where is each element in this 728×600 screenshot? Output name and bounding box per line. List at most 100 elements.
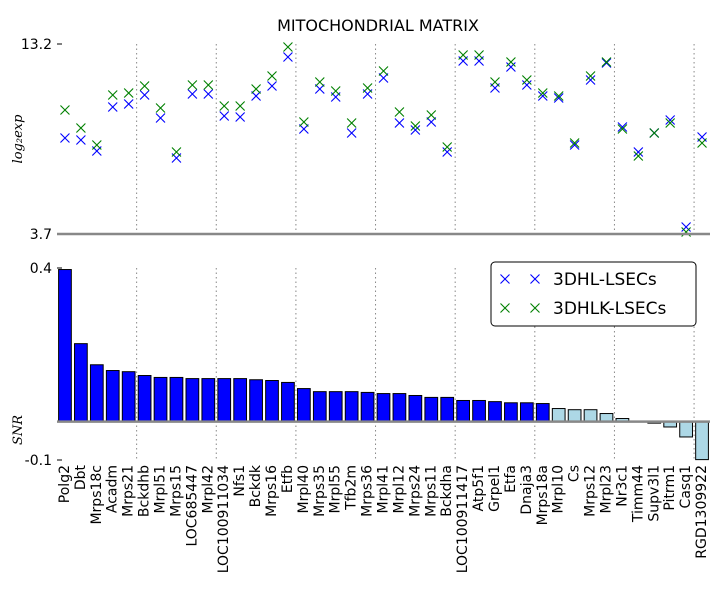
x-tick-label: Cs [567,465,583,482]
marker [490,77,500,87]
marker [60,133,70,143]
bar [376,393,391,423]
x-tick-label: Mrpl42 [200,465,216,513]
marker [601,58,612,68]
marker [139,90,150,100]
marker [298,117,309,127]
marker [123,99,134,109]
marker [569,138,580,148]
marker [601,57,612,67]
marker [410,125,421,135]
marker [219,101,230,111]
bar [121,371,136,423]
marker [314,77,325,87]
x-tick-label: Mrpl51 [153,465,169,513]
marker [203,80,214,90]
legend-marker [530,303,540,313]
bar [424,396,439,423]
x-tick-label: Mrps15 [168,465,184,517]
marker [251,91,261,101]
marker [537,88,548,98]
marker [681,222,691,232]
x-tick-label: Mrpl41 [376,465,392,513]
legend: 3DHL-LSECs 3DHLK-LSECs [490,261,697,327]
x-tick-label: Grpel1 [487,465,503,512]
marker [633,151,644,161]
marker [474,50,484,60]
marker [506,57,516,67]
y-tick-label: 3.7 [30,227,52,243]
bar [249,379,263,423]
x-tick-label: RGD1309922 [694,465,710,559]
bar [535,403,550,423]
marker [697,138,707,148]
marker [235,101,246,111]
marker [330,86,341,96]
x-tick-label: Tfb2m [344,465,360,511]
marker [649,128,660,138]
chart-title: MITOCHONDRIAL MATRIX [277,16,479,35]
bar [169,376,184,423]
bar [201,378,216,423]
x-tick-label: Etfa [503,465,519,493]
y-axis-label: log₂exp [11,114,26,164]
x-tick-label: Mrpl12 [391,465,407,513]
legend-marker [500,303,510,313]
marker [283,52,293,62]
marker [155,103,166,113]
marker [521,75,532,85]
marker [76,135,86,145]
marker [665,115,676,125]
bar [153,376,168,423]
x-tick-label: Supv3l1 [646,465,662,522]
bar [185,378,200,423]
x-tick-label: LOC685447 [184,465,200,547]
bar [440,396,455,423]
marker [521,80,532,90]
x-tick-label: Nr3c1 [614,465,630,507]
marker [187,89,198,99]
marker [107,102,118,112]
marker [537,91,548,101]
x-tick-label: Pitrm1 [662,465,678,511]
marker [442,147,453,157]
y-tick-label: -0.1 [25,453,52,469]
marker [617,122,628,132]
x-tick-label: Mrps24 [407,465,423,517]
marker [553,91,564,101]
x-tick-label: LOC100911417 [455,465,471,573]
x-tick-label: Casq1 [678,465,694,508]
marker [251,84,261,94]
bar [583,409,598,423]
legend-marker [500,274,510,284]
marker [553,93,564,103]
x-tick-label: Polg2 [57,465,73,503]
x-tick-label: Mrps18c [89,465,105,525]
bar [281,381,295,423]
bar [105,370,120,423]
marker [665,118,676,128]
x-tick-label: Timm44 [630,465,646,523]
bar [504,402,518,423]
marker [378,66,389,76]
bar [488,401,502,423]
marker [123,88,134,98]
marker [235,112,246,122]
bar [567,409,582,423]
x-tick-label: LOC100911034 [216,465,232,573]
marker [410,121,421,131]
x-tick-label: Mrpl55 [328,465,344,513]
bar [519,402,534,423]
bar [296,388,311,423]
marker [267,71,277,81]
marker [585,71,596,81]
marker [569,140,580,150]
marker [585,75,596,85]
x-tick-label: Mrps11 [423,465,439,517]
marker [426,117,437,127]
marker [506,62,516,72]
y-tick-label: 0.4 [30,261,52,277]
bar [408,394,423,423]
marker [203,89,214,99]
x-tick-label: Mrps12 [583,465,599,517]
